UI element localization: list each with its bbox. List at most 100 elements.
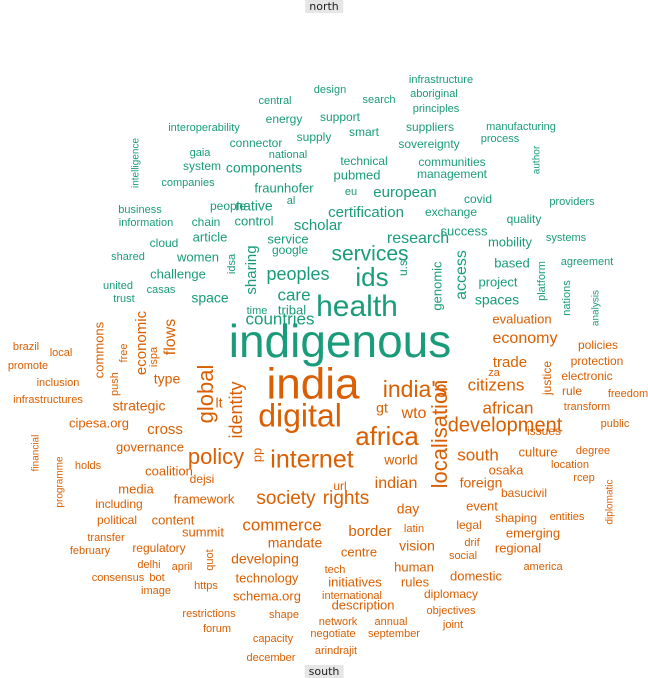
word-113: pp xyxy=(249,448,264,462)
word-146: issues xyxy=(527,424,561,438)
word-191: annual xyxy=(374,616,407,628)
word-176: april xyxy=(172,561,193,573)
word-87: development xyxy=(448,414,563,436)
word-140: including xyxy=(95,497,142,511)
word-32: communities xyxy=(418,155,485,169)
word-35: covid xyxy=(464,192,492,206)
word-106: foreign xyxy=(460,475,503,491)
word-103: strategic xyxy=(113,398,166,414)
word-108: vision xyxy=(399,538,435,554)
word-128: emerging xyxy=(506,525,560,540)
word-28: based xyxy=(494,255,529,270)
word-17: fraunhofer xyxy=(254,180,314,195)
word-29: mobility xyxy=(488,234,533,249)
word-129: regional xyxy=(495,540,541,555)
word-178: quot xyxy=(204,549,216,570)
word-118: framework xyxy=(174,491,235,506)
word-21: genomic xyxy=(429,261,444,311)
bottom-group-label: south xyxy=(304,665,344,678)
word-76: author xyxy=(532,145,543,174)
word-85: policy xyxy=(188,444,244,469)
word-188: negotiate xyxy=(310,628,355,640)
word-9: sharing xyxy=(243,245,260,294)
word-78: al xyxy=(287,195,296,207)
word-137: diplomacy xyxy=(424,587,478,601)
word-144: legal xyxy=(456,518,481,532)
word-61: platform xyxy=(536,261,548,301)
word-71: infrastructure xyxy=(409,74,473,86)
word-56: casas xyxy=(147,284,176,296)
word-25: women xyxy=(176,249,219,264)
word-124: human xyxy=(394,559,434,574)
word-171: holds xyxy=(75,460,102,472)
word-135: schema.org xyxy=(233,588,301,603)
word-39: smart xyxy=(349,125,380,139)
word-142: regulatory xyxy=(132,541,185,555)
word-64: providers xyxy=(549,196,595,208)
word-12: scholar xyxy=(294,217,342,234)
word-169: financial xyxy=(31,435,42,472)
word-49: chain xyxy=(192,215,221,229)
word-175: delhi xyxy=(137,559,160,571)
word-33: technical xyxy=(340,154,387,168)
word-164: inclusion xyxy=(37,377,80,389)
word-7: research xyxy=(387,230,449,247)
word-197: latin xyxy=(404,523,424,535)
word-59: time xyxy=(247,305,268,317)
word-57: google xyxy=(272,243,308,257)
word-120: summit xyxy=(182,524,224,539)
word-138: url xyxy=(333,479,346,493)
word-107: day xyxy=(397,501,420,517)
word-73: principles xyxy=(413,103,460,115)
word-96: wto xyxy=(401,405,427,422)
word-187: network xyxy=(319,616,358,628)
word-155: location xyxy=(551,459,589,471)
word-91: citizens xyxy=(468,375,525,394)
word-10: european xyxy=(373,184,436,201)
word-145: basucivil xyxy=(501,486,547,500)
word-102: cross xyxy=(147,421,183,438)
word-154: degree xyxy=(576,445,610,457)
word-156: rcep xyxy=(573,472,594,484)
word-183: shape xyxy=(269,609,299,621)
word-6: countries xyxy=(246,309,315,328)
word-54: united xyxy=(103,280,133,292)
word-4: peoples xyxy=(266,264,329,284)
word-117: coalition xyxy=(145,463,193,478)
word-181: restrictions xyxy=(182,608,236,620)
word-166: push xyxy=(109,372,121,396)
word-38: supply xyxy=(297,130,332,144)
word-130: evaluation xyxy=(492,311,551,326)
word-37: suppliers xyxy=(406,120,454,134)
word-189: september xyxy=(368,628,420,640)
word-47: companies xyxy=(161,177,215,189)
word-48: people xyxy=(210,199,246,213)
word-133: cipesa.org xyxy=(69,415,129,430)
word-40: support xyxy=(320,110,361,124)
word-66: analysis xyxy=(591,290,602,326)
word-13: native xyxy=(235,198,273,214)
word-83: india's xyxy=(383,376,448,402)
word-122: centre xyxy=(341,544,377,559)
word-162: local xyxy=(50,347,73,359)
word-97: indian xyxy=(375,475,418,492)
word-84: global xyxy=(193,365,218,424)
word-161: brazil xyxy=(13,341,39,353)
word-41: connector xyxy=(230,136,283,150)
word-112: lt xyxy=(216,395,223,411)
word-34: management xyxy=(417,167,488,181)
word-151: transform xyxy=(564,401,610,413)
word-174: consensus xyxy=(92,572,145,584)
word-152: public xyxy=(601,418,630,430)
word-81: africa xyxy=(355,421,419,451)
word-105: type xyxy=(154,371,181,387)
word-65: agreement xyxy=(561,256,614,268)
word-77: eu xyxy=(345,186,357,198)
word-60: u.s xyxy=(396,260,410,276)
word-186: international xyxy=(322,590,382,602)
word-19: success xyxy=(441,223,488,238)
word-131: commons xyxy=(91,321,106,378)
word-167: free xyxy=(118,344,130,363)
word-125: rules xyxy=(401,574,430,589)
